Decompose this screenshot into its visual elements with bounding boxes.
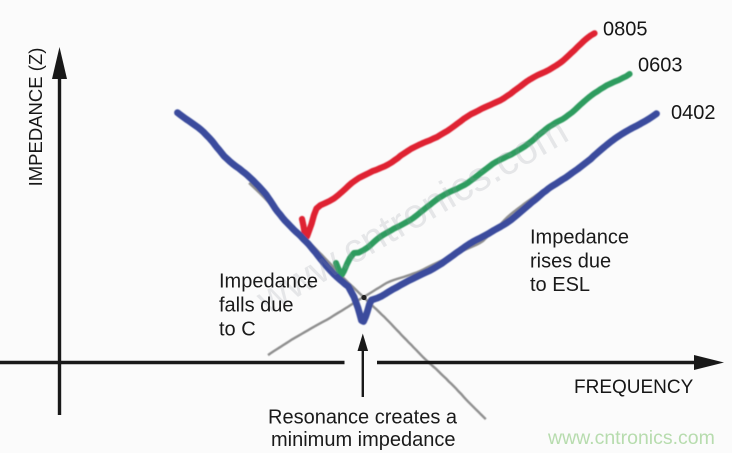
svg-text:minimum impedance: minimum impedance [271, 429, 456, 451]
svg-text:IMPEDANCE (Z): IMPEDANCE (Z) [25, 48, 46, 187]
svg-text:rises due: rises due [530, 251, 611, 273]
svg-text:to C: to C [219, 319, 256, 341]
svg-text:falls due: falls due [219, 295, 294, 317]
svg-text:0603: 0603 [638, 55, 683, 77]
svg-text:0402: 0402 [671, 102, 716, 124]
svg-text:to ESL: to ESL [530, 274, 590, 296]
svg-text:FREQUENCY: FREQUENCY [574, 377, 694, 398]
svg-text:Impedance: Impedance [530, 227, 629, 249]
svg-text:Impedance: Impedance [219, 271, 318, 293]
svg-text:0805: 0805 [603, 19, 648, 41]
svg-text:www.cntronics.com: www.cntronics.com [547, 427, 715, 449]
svg-text:Resonance creates a: Resonance creates a [268, 407, 458, 429]
